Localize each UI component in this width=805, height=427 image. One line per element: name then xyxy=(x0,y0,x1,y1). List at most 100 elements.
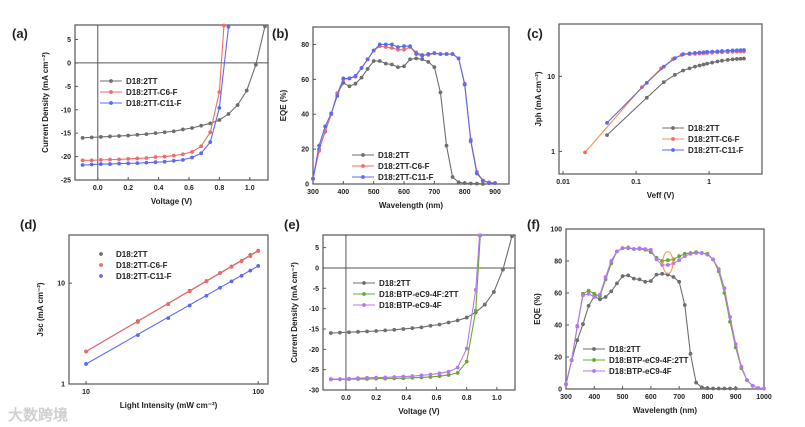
legend-label: D18:2TT-C6-F xyxy=(688,135,740,144)
data-point xyxy=(180,127,185,132)
data-point xyxy=(688,251,693,256)
data-point xyxy=(410,374,415,379)
data-point xyxy=(392,327,397,332)
data-point xyxy=(728,315,732,319)
data-point xyxy=(438,52,443,56)
data-point xyxy=(108,157,112,162)
data-point xyxy=(450,52,455,56)
x-tick-label: 900 xyxy=(489,189,501,196)
watermark-logo: 大数跨境 xyxy=(8,406,68,424)
data-point xyxy=(462,181,467,186)
legend-marker xyxy=(592,347,596,351)
data-point xyxy=(705,386,710,391)
legend-marker xyxy=(361,164,365,168)
data-point xyxy=(456,180,461,185)
x-tick-label: 0.4 xyxy=(154,185,164,192)
data-point xyxy=(311,176,315,181)
data-point xyxy=(117,161,121,166)
x-tick-label: 400 xyxy=(588,394,600,401)
series-fit-line xyxy=(85,265,259,365)
x-tick-label: 0.0 xyxy=(93,185,103,192)
data-point xyxy=(734,57,739,61)
data-point xyxy=(135,132,140,137)
x-axis-label: Wavelength (nm) xyxy=(379,201,443,210)
data-point xyxy=(687,51,692,56)
y-tick-label: 5 xyxy=(67,37,71,44)
data-point xyxy=(609,289,614,294)
data-point xyxy=(420,53,425,58)
data-point xyxy=(733,342,738,347)
data-point xyxy=(660,271,665,276)
panel-label: (f) xyxy=(527,217,540,232)
data-point xyxy=(697,50,702,55)
data-point xyxy=(473,308,478,313)
x-tick-label: 0.6 xyxy=(184,185,194,192)
data-point xyxy=(171,158,176,163)
data-point xyxy=(687,66,692,71)
data-point xyxy=(171,129,176,134)
data-point xyxy=(347,376,351,381)
data-point xyxy=(383,42,388,47)
legend-label: D18:BTP-eC9-4F:2TT xyxy=(609,356,689,365)
data-point xyxy=(389,46,394,50)
y-tick-label: -25 xyxy=(61,178,71,185)
data-point xyxy=(446,320,451,325)
legend-marker xyxy=(99,252,103,256)
data-point xyxy=(229,279,234,284)
y-tick-label: 0 xyxy=(315,265,319,272)
data-point xyxy=(598,297,602,302)
legend-marker xyxy=(109,79,113,83)
data-point xyxy=(359,66,364,70)
x-tick-label: 0.6 xyxy=(432,395,442,402)
y-axis-label: Current Density (mA cm⁻²) xyxy=(290,262,299,363)
data-point xyxy=(739,364,744,369)
data-point xyxy=(199,144,204,149)
data-point xyxy=(389,42,394,47)
data-point xyxy=(135,320,140,325)
legend-marker xyxy=(109,90,113,94)
data-point xyxy=(681,68,685,73)
data-point xyxy=(190,126,194,130)
data-point xyxy=(248,254,253,259)
legend-marker xyxy=(361,153,365,157)
data-point xyxy=(672,56,677,61)
data-point xyxy=(392,375,397,379)
data-point xyxy=(153,160,158,165)
data-point xyxy=(117,134,121,138)
x-tick-label: 1 xyxy=(707,179,711,186)
data-point xyxy=(347,76,352,81)
data-point xyxy=(235,103,240,107)
data-point xyxy=(637,277,642,282)
data-point xyxy=(654,257,659,262)
legend-label: D18:2TT xyxy=(126,77,158,86)
data-point xyxy=(419,373,424,378)
data-point xyxy=(383,61,388,66)
data-point xyxy=(341,76,346,81)
data-point xyxy=(256,264,261,268)
data-point xyxy=(396,45,400,49)
panel-label: (e) xyxy=(284,217,300,232)
y-axis-label: Jsc (mA cm⁻²) xyxy=(36,282,45,337)
data-point xyxy=(734,48,739,53)
chart-panel-0: 0.0 0.2 0.4 0.6 0.8 1.0 -25 -20 -15 -10 -5 0 5 Voltag… xyxy=(12,23,269,206)
data-point xyxy=(371,48,376,53)
data-point xyxy=(510,234,514,239)
data-point xyxy=(204,279,209,284)
data-point xyxy=(402,44,406,49)
chart-panel-4: 0.0 0.2 0.4 0.6 0.8 1.0 -30 -25 -20 -15 -10 -5 0 5 Vol… xyxy=(284,217,516,416)
data-point xyxy=(419,325,424,330)
data-point xyxy=(432,65,437,70)
data-point xyxy=(569,358,574,363)
data-point xyxy=(323,124,328,129)
data-point xyxy=(365,57,370,62)
data-point xyxy=(482,302,487,307)
y-tick-label: -10 xyxy=(61,107,71,114)
data-point xyxy=(626,273,631,278)
data-point xyxy=(722,386,727,391)
data-point xyxy=(199,123,204,128)
data-point xyxy=(446,369,451,374)
data-point xyxy=(455,365,460,370)
legend-label: D18:2TT-C11-F xyxy=(116,272,172,281)
data-point xyxy=(677,254,682,259)
y-tick-label: -20 xyxy=(61,154,71,161)
